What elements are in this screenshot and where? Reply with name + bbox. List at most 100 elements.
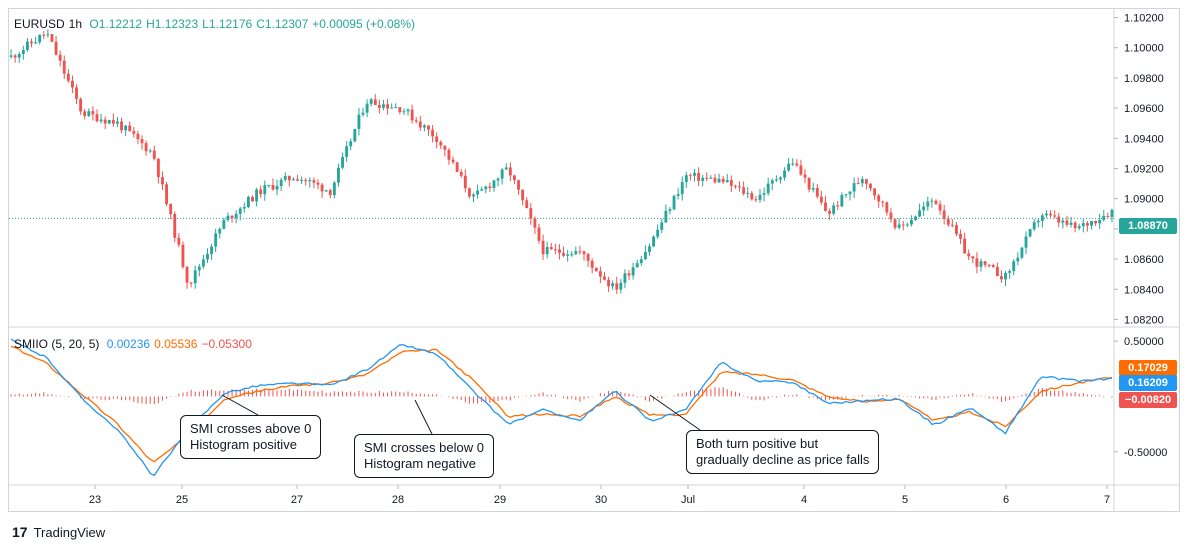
candle-body [521, 189, 525, 201]
candle-body [525, 200, 529, 209]
annotation-smi-above: SMI crosses above 0 Histogram positive [180, 415, 322, 459]
indicator-name[interactable]: SMIIO (5, 20, 5) [14, 337, 100, 351]
candle-body [922, 206, 926, 211]
candle-body [983, 261, 987, 265]
candle-body [586, 254, 590, 261]
candle-body [439, 142, 443, 146]
candle-body [955, 225, 958, 235]
candle-body [189, 282, 193, 284]
candle-body [173, 213, 177, 238]
ohlc-open: O1.12212 [89, 17, 143, 31]
brand-name: TradingView [33, 524, 106, 540]
candle-body [1094, 220, 1098, 224]
candle-body [1008, 271, 1012, 273]
candle-body [140, 139, 144, 144]
candle-body [455, 162, 459, 172]
annotation-pointer [649, 394, 701, 431]
last-price-tag: 1.08870 [1119, 218, 1177, 234]
candle-body [1106, 216, 1110, 218]
candle-body [107, 120, 111, 124]
candle-body [414, 120, 418, 122]
time-tick-label: 5 [902, 494, 908, 506]
candle-body [226, 215, 230, 221]
candle-body [844, 194, 848, 196]
interval-label[interactable]: 1h [68, 17, 83, 31]
candle-body [832, 205, 836, 214]
candle-body [42, 34, 46, 36]
candle-body [386, 104, 389, 109]
candle-body [25, 41, 29, 50]
candle-body [766, 183, 770, 194]
candle-body [500, 169, 504, 179]
candle-body [1102, 216, 1106, 220]
symbol-name[interactable]: EURUSD [14, 17, 65, 31]
candle-body [848, 191, 852, 195]
candle-body [267, 185, 271, 187]
candle-body [811, 188, 815, 190]
candle-body [664, 210, 668, 223]
candle-body [697, 172, 701, 181]
candle-body [435, 136, 439, 143]
candle-body [83, 111, 87, 116]
candle-body [91, 111, 95, 115]
candle-body [635, 263, 639, 268]
candle-body [672, 195, 676, 210]
candle-body [693, 172, 696, 176]
osc-tick-label: 0.50000 [1124, 336, 1164, 348]
candle-body [864, 179, 868, 184]
candle-body [1098, 219, 1102, 224]
time-tick-label: 23 [89, 494, 101, 506]
candle-body [394, 107, 398, 109]
candle-body [222, 220, 226, 229]
time-tick-label: 7 [1104, 494, 1110, 506]
candle-body [398, 107, 402, 113]
candle-body [590, 260, 594, 268]
indicator-header[interactable]: SMIIO (5, 20, 5) 0.00236 0.05536 −0.05300 [14, 337, 256, 351]
candle-body [279, 179, 283, 187]
candle-body [725, 180, 729, 183]
candle-body [566, 254, 570, 256]
candle-body [210, 246, 214, 254]
candle-body [427, 125, 430, 130]
candle-body [930, 200, 934, 202]
candle-body [357, 114, 361, 129]
annotation-pointers [221, 394, 701, 435]
candle-body [1085, 223, 1089, 226]
candle-body [652, 236, 656, 247]
candle-body [488, 186, 492, 188]
candle-body [860, 179, 864, 184]
candle-body [373, 99, 377, 105]
candle-body [688, 175, 692, 177]
candle-body [787, 163, 791, 171]
annotation-text: Both turn positive but [696, 436, 819, 451]
candle-body [643, 251, 647, 260]
candle-body [1077, 226, 1081, 229]
candle-body [1012, 261, 1016, 272]
candle-body [467, 188, 471, 197]
candle-body [263, 185, 267, 195]
candle-body [21, 49, 25, 54]
candle-body [750, 193, 754, 200]
osc-axis-labels: 0.50000 -0.50000 [1114, 336, 1167, 459]
candle-body [1081, 223, 1085, 227]
candle-body [472, 194, 475, 197]
candle-body [795, 163, 799, 166]
indicator-hist-value: −0.05300 [201, 337, 252, 351]
candle-body [431, 129, 435, 137]
candle-body [316, 182, 320, 185]
candle-body [54, 41, 58, 55]
candle-body [234, 213, 238, 219]
price-candles [9, 29, 1114, 294]
symbol-header[interactable]: EURUSD 1h O1.12212 H1.12323 L1.12176 C1.1230… [14, 17, 419, 31]
candle-body [476, 190, 480, 195]
indicator-smi-value: 0.00236 [106, 337, 151, 351]
candle-body [271, 185, 275, 190]
candle-body [201, 259, 205, 267]
candle-body [799, 165, 803, 175]
brand[interactable]: 17 TradingView [12, 524, 105, 540]
candle-body [197, 266, 201, 271]
candle-body [950, 224, 954, 226]
candle-body [971, 256, 975, 259]
candle-body [656, 229, 660, 237]
